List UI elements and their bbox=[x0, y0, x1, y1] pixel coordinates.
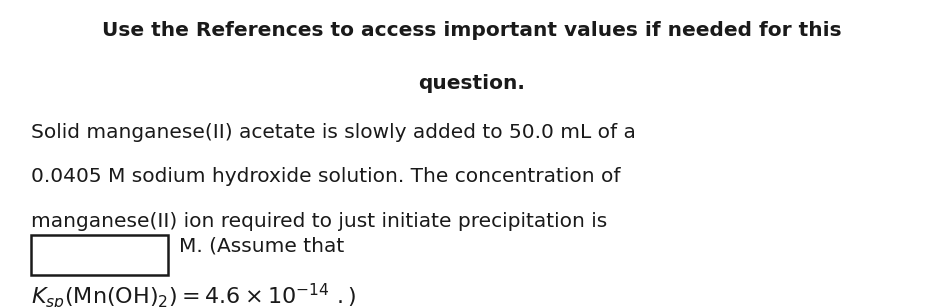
Text: 0.0405 M sodium hydroxide solution. The concentration of: 0.0405 M sodium hydroxide solution. The … bbox=[31, 167, 620, 186]
Text: Use the References to access important values if needed for this: Use the References to access important v… bbox=[102, 21, 842, 41]
Text: question.: question. bbox=[418, 74, 526, 93]
Text: Solid manganese(II) acetate is slowly added to 50.0 mL of a: Solid manganese(II) acetate is slowly ad… bbox=[31, 123, 636, 142]
Text: $K_{sp}(\mathrm{Mn(OH)_2}) = 4.6 \times 10^{-14}\ .)$: $K_{sp}(\mathrm{Mn(OH)_2}) = 4.6 \times … bbox=[31, 281, 357, 307]
Bar bbox=[31, 235, 168, 275]
Text: manganese(II) ion required to just initiate precipitation is: manganese(II) ion required to just initi… bbox=[31, 212, 607, 231]
Text: M. (Assume that: M. (Assume that bbox=[179, 236, 345, 255]
